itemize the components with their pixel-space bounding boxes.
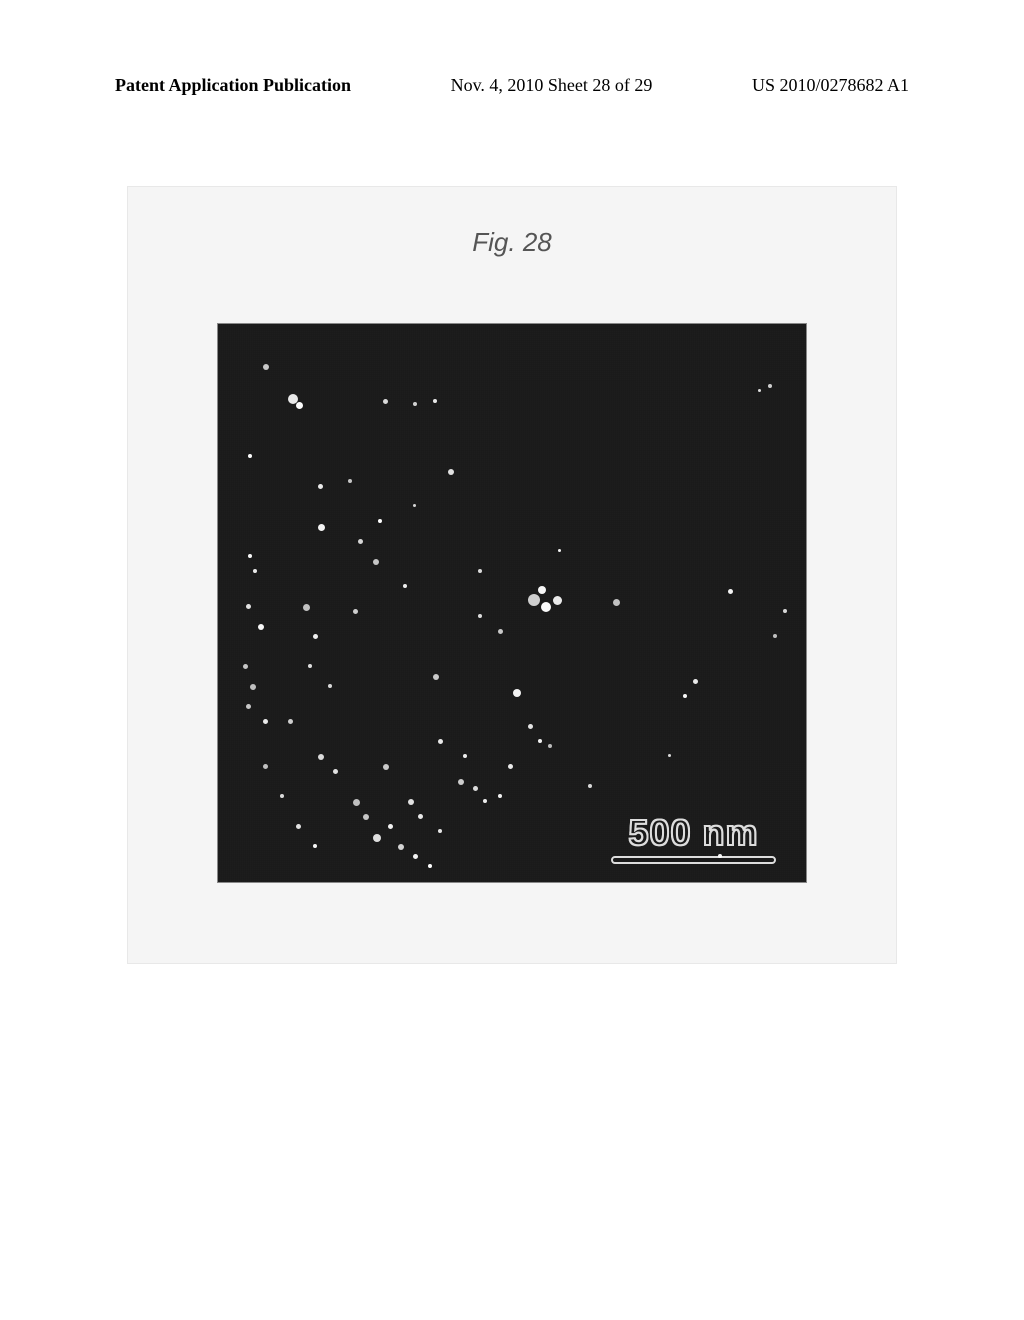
particle: [398, 844, 404, 850]
page-header: Patent Application Publication Nov. 4, 2…: [115, 75, 909, 96]
particle: [383, 764, 389, 770]
header-date-sheet: Nov. 4, 2010 Sheet 28 of 29: [451, 75, 653, 96]
particle: [353, 799, 360, 806]
scale-bar-text: 500 nm: [611, 812, 776, 854]
particle: [413, 402, 417, 406]
header-publication-number: US 2010/0278682 A1: [752, 75, 909, 96]
scale-bar-line: [611, 856, 776, 864]
particle: [403, 584, 407, 588]
particle: [373, 834, 381, 842]
particle: [538, 739, 542, 743]
particle: [728, 589, 733, 594]
header-publication-type: Patent Application Publication: [115, 75, 351, 96]
figure-label: Fig. 28: [188, 227, 836, 258]
particle: [668, 754, 671, 757]
microscopy-image: 500 nm: [217, 323, 807, 883]
particle: [433, 399, 437, 403]
particle: [693, 679, 698, 684]
particle: [718, 854, 722, 858]
particle: [263, 364, 269, 370]
particle: [408, 799, 414, 805]
particle: [333, 769, 338, 774]
particle: [478, 569, 482, 573]
particle: [458, 779, 464, 785]
particle: [413, 854, 418, 859]
particle: [463, 754, 467, 758]
particle: [253, 569, 257, 573]
particle: [248, 454, 252, 458]
particle: [758, 389, 761, 392]
particle: [248, 554, 252, 558]
particle: [418, 814, 423, 819]
particle: [473, 786, 478, 791]
particle: [388, 824, 393, 829]
figure-container: Fig. 28 500 nm: [127, 186, 897, 964]
scale-bar-container: 500 nm: [611, 812, 776, 864]
particle: [558, 549, 561, 552]
particle: [528, 724, 533, 729]
particle: [773, 634, 777, 638]
particle: [478, 614, 482, 618]
particle: [483, 799, 487, 803]
particle: [373, 559, 379, 565]
particle: [428, 864, 432, 868]
particle: [498, 794, 502, 798]
particle: [553, 596, 562, 605]
particle: [318, 754, 324, 760]
particle: [313, 634, 318, 639]
particle: [263, 764, 268, 769]
particle: [528, 594, 540, 606]
particle: [358, 539, 363, 544]
particle: [328, 684, 332, 688]
particle: [433, 674, 439, 680]
particle: [313, 844, 317, 848]
particle: [258, 624, 264, 630]
particle: [541, 602, 551, 612]
particle: [318, 524, 325, 531]
particle: [246, 604, 251, 609]
particle: [508, 764, 513, 769]
particle: [318, 484, 323, 489]
patent-page: Patent Application Publication Nov. 4, 2…: [0, 0, 1024, 1320]
particle: [280, 794, 284, 798]
halftone-overlay: [218, 324, 806, 882]
particle: [588, 784, 592, 788]
particle: [353, 609, 358, 614]
particle: [296, 824, 301, 829]
particle: [250, 684, 256, 690]
particle: [303, 604, 310, 611]
particle: [538, 586, 546, 594]
particle: [783, 609, 787, 613]
particle: [448, 469, 454, 475]
particle: [513, 689, 521, 697]
particle: [263, 719, 268, 724]
particle: [438, 739, 443, 744]
particle: [383, 399, 388, 404]
particle: [363, 814, 369, 820]
particle: [498, 629, 503, 634]
particle: [548, 744, 552, 748]
particle: [768, 384, 772, 388]
particle: [613, 599, 620, 606]
particle: [246, 704, 251, 709]
particle: [296, 402, 303, 409]
particle: [438, 829, 442, 833]
particle: [308, 664, 312, 668]
particle: [348, 479, 352, 483]
particle: [683, 694, 687, 698]
particle: [413, 504, 416, 507]
particle: [378, 519, 382, 523]
particle: [243, 664, 248, 669]
particle: [288, 719, 293, 724]
